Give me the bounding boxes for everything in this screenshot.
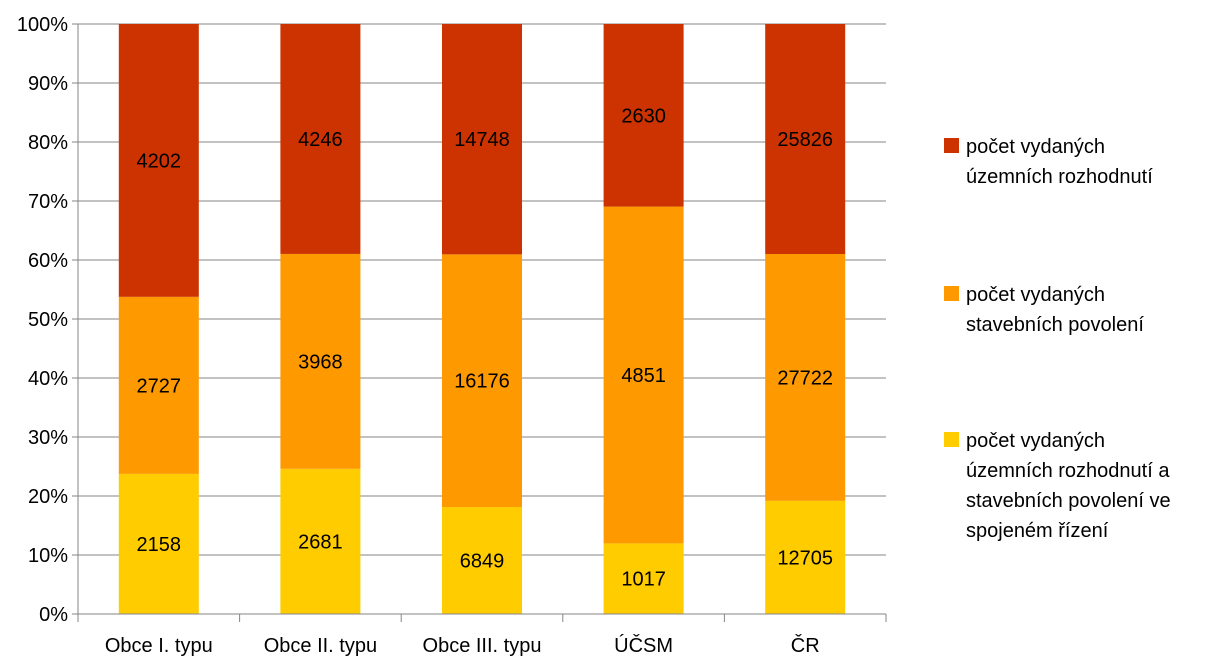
bar-segment bbox=[280, 253, 361, 469]
y-tick-label: 10% bbox=[28, 545, 68, 567]
bar-segment bbox=[280, 24, 361, 254]
bars bbox=[118, 24, 846, 614]
data-label: 4202 bbox=[137, 150, 182, 172]
data-label: 2681 bbox=[298, 531, 343, 553]
axes: 0% 10% 20% 30% 40% 50% 60% 70% 80% 90% 100% Obce I.… bbox=[17, 14, 887, 657]
bar-segment bbox=[765, 24, 846, 254]
legend-label: stavebních povolení bbox=[966, 314, 1144, 336]
legend-label: stavebních povolení ve bbox=[966, 490, 1171, 512]
legend-label: územních rozhodnutí bbox=[966, 166, 1153, 188]
legend: počet vydaných územních rozhodnutí počet v… bbox=[944, 136, 1171, 542]
data-label: 4246 bbox=[298, 129, 343, 151]
y-tick-label: 50% bbox=[28, 309, 68, 331]
bar-segment bbox=[603, 24, 684, 207]
legend-swatch bbox=[944, 286, 959, 301]
bar-segment bbox=[603, 543, 684, 614]
data-label: 27722 bbox=[777, 367, 833, 389]
y-tick-label: 40% bbox=[28, 368, 68, 390]
data-label: 2727 bbox=[137, 375, 182, 397]
data-label: 14748 bbox=[454, 129, 510, 151]
bar-segment bbox=[118, 473, 199, 614]
legend-swatch bbox=[944, 138, 959, 153]
data-label: 3968 bbox=[298, 351, 343, 373]
y-tick-label: 20% bbox=[28, 486, 68, 508]
legend-label: spojeném řízení bbox=[966, 520, 1109, 542]
y-tick-label: 90% bbox=[28, 73, 68, 95]
y-tick-label: 60% bbox=[28, 250, 68, 272]
bar-segment bbox=[118, 24, 199, 297]
legend-label: počet vydaných bbox=[966, 430, 1105, 452]
y-tick-label: 30% bbox=[28, 427, 68, 449]
bar-segment bbox=[118, 296, 199, 474]
y-tick-label: 0% bbox=[39, 604, 68, 626]
y-tick-label: 100% bbox=[17, 14, 68, 36]
x-category-label: ÚČSM bbox=[614, 634, 673, 657]
legend-label: územních rozhodnutí a bbox=[966, 460, 1170, 482]
legend-label: počet vydaných bbox=[966, 136, 1105, 158]
y-tick-label: 70% bbox=[28, 191, 68, 213]
data-label: 2158 bbox=[137, 534, 182, 556]
x-category-label: Obce I. typu bbox=[105, 635, 213, 657]
legend-swatch bbox=[944, 432, 959, 447]
data-label: 12705 bbox=[777, 547, 833, 569]
data-label: 4851 bbox=[621, 365, 666, 387]
bar-segment bbox=[280, 468, 361, 614]
data-label: 6849 bbox=[460, 551, 505, 573]
x-category-label: ČR bbox=[791, 634, 820, 657]
bar-segment bbox=[603, 206, 684, 544]
legend-label: počet vydaných bbox=[966, 284, 1105, 306]
bar-segment bbox=[442, 507, 522, 614]
data-labels: 2158 2727 4202 2681 3968 4246 6849 16176 14748 10… bbox=[137, 105, 833, 590]
data-label: 25826 bbox=[777, 129, 833, 151]
x-category-label: Obce II. typu bbox=[264, 635, 377, 657]
data-label: 2630 bbox=[621, 105, 666, 127]
data-label: 1017 bbox=[621, 569, 666, 591]
bar-segment bbox=[442, 24, 522, 255]
x-category-label: Obce III. typu bbox=[423, 635, 542, 657]
bar-segment bbox=[442, 254, 522, 508]
bar-segment bbox=[765, 253, 846, 501]
data-label: 16176 bbox=[454, 371, 510, 393]
bar-segment bbox=[765, 500, 846, 614]
y-tick-label: 80% bbox=[28, 132, 68, 154]
